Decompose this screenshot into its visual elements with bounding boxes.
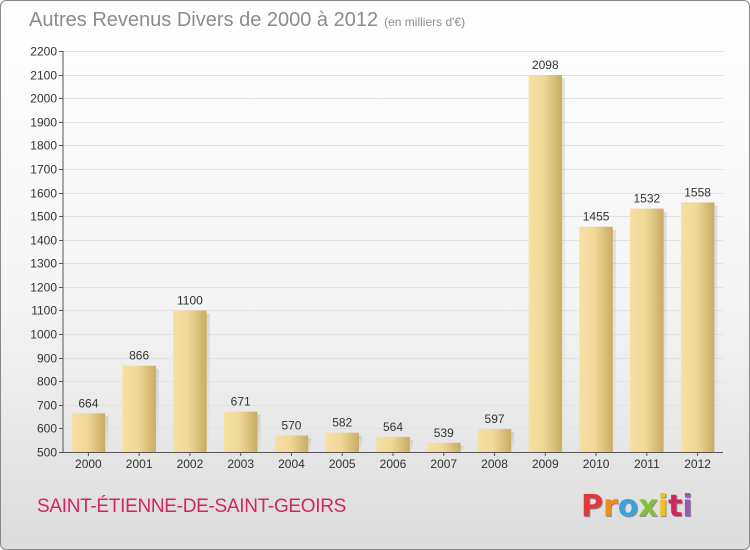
bar[interactable] [630, 208, 664, 452]
logo-letter: i [657, 489, 669, 524]
bar-value-label: 1558 [684, 185, 711, 199]
bar[interactable] [71, 413, 106, 452]
bar-value-label: 671 [231, 395, 251, 409]
y-tick-label: 900 [37, 352, 57, 366]
x-axis: 2000 2001 2002 2003 2004 2005 2006 2007 2008 2009… [63, 452, 723, 471]
x-tick-label: 2003 [227, 457, 254, 471]
bar-value-label: 866 [129, 349, 149, 363]
x-tick-label: 2002 [177, 457, 204, 471]
bar[interactable] [528, 75, 563, 452]
y-tick-label: 700 [37, 399, 57, 413]
commune-name: SAINT-ÉTIENNE-DE-SAINT-GEOIRS [37, 496, 347, 517]
x-tick-label: 2000 [75, 457, 102, 471]
bar[interactable] [376, 436, 410, 452]
chart-title-text: Autres Revenus Divers de 2000 à 2012 [29, 9, 379, 31]
x-tick-label: 2001 [126, 457, 153, 471]
bars: 664 866 1100 671 570 582 564 539 597 2098 1455 1532… [71, 58, 718, 452]
x-tick-label: 2011 [634, 457, 660, 471]
y-tick-label: 2100 [30, 69, 57, 83]
bar-value-label: 1100 [177, 293, 203, 307]
bar[interactable] [680, 202, 715, 452]
bar[interactable] [579, 226, 613, 452]
y-tick-label: 1800 [30, 139, 57, 153]
bar-value-label: 1455 [583, 210, 610, 224]
bar[interactable] [427, 442, 461, 452]
y-tick-label: 1200 [30, 281, 57, 295]
x-tick-label: 2005 [329, 457, 356, 471]
bar[interactable] [274, 435, 309, 452]
y-tick-label: 2000 [30, 92, 57, 106]
bar[interactable] [223, 411, 258, 452]
x-tick-label: 2012 [684, 457, 711, 471]
chart-title: Autres Revenus Divers de 2000 à 2012 (en … [29, 9, 465, 32]
x-tick-label: 2006 [380, 457, 407, 471]
bar-value-label: 570 [281, 418, 301, 432]
y-tick-label: 1300 [30, 257, 57, 271]
y-tick-label: 2200 [30, 45, 57, 59]
logo-letter: o [617, 489, 639, 524]
bar-value-label: 2098 [532, 58, 559, 72]
x-tick-label: 2008 [481, 457, 508, 471]
x-tick-label: 2010 [583, 457, 610, 471]
proxiti-logo[interactable]: Proxiti [581, 489, 693, 524]
y-tick-label: 500 [37, 446, 57, 460]
y-tick-label: 1700 [30, 163, 57, 177]
bar-value-label: 582 [332, 416, 352, 430]
bar-value-label: 539 [434, 426, 454, 440]
logo-letter: P [581, 489, 603, 524]
bar-value-label: 1532 [633, 192, 660, 206]
y-tick-label: 600 [37, 422, 57, 436]
bar[interactable] [477, 429, 512, 452]
y-tick-label: 1900 [30, 116, 57, 130]
chart-unit: (en milliers d'€) [384, 15, 466, 29]
y-tick-label: 1400 [30, 234, 57, 248]
y-tick-label: 800 [37, 375, 57, 389]
logo-letter: x [638, 489, 658, 524]
logo-letter: r [603, 489, 618, 524]
x-tick-label: 2004 [278, 457, 305, 471]
y-tick-label: 1500 [30, 210, 57, 224]
grid-lines [63, 51, 723, 429]
bar-value-label: 564 [383, 420, 403, 434]
bar[interactable] [122, 365, 156, 452]
bar[interactable] [325, 432, 359, 452]
bar-value-label: 597 [485, 412, 505, 426]
x-tick-label: 2009 [532, 457, 559, 471]
x-tick-label: 2007 [430, 457, 457, 471]
y-tick-label: 1000 [30, 328, 57, 342]
y-tick-label: 1100 [31, 304, 57, 318]
logo-letter: t [668, 489, 683, 524]
y-tick-label: 1600 [30, 187, 57, 201]
bar-value-label: 664 [78, 396, 98, 410]
y-axis: 500 600 700 800 900 1000 1100 1200 1300 1400 1500 1… [30, 45, 64, 460]
logo-letter: i [682, 489, 693, 524]
bar[interactable] [173, 310, 207, 452]
